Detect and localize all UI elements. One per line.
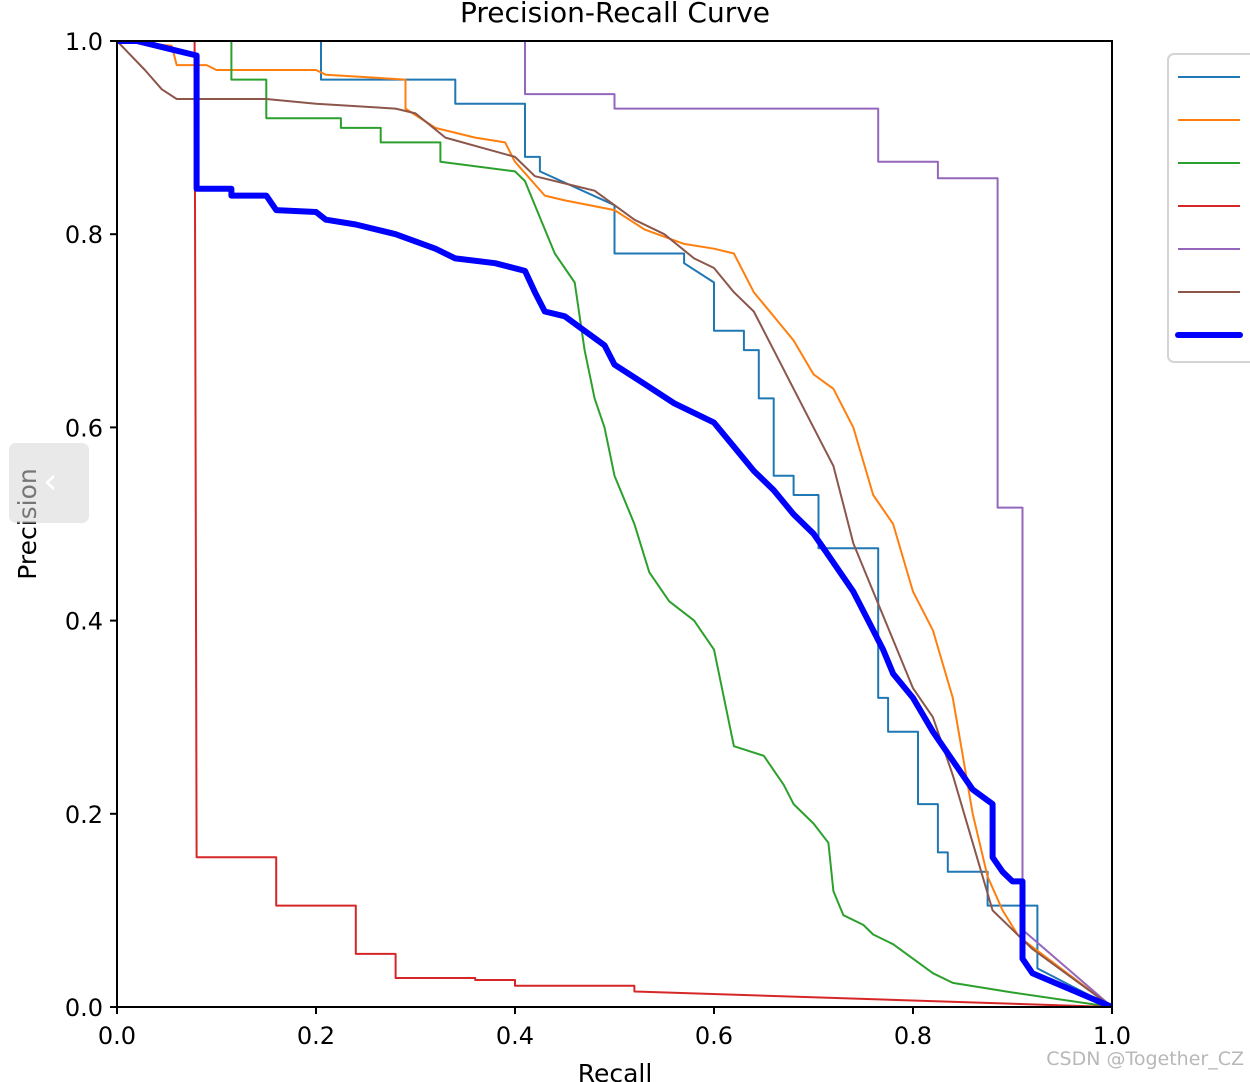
x-axis-ticks: 0.0 0.2 0.4 0.6 0.8 1.0: [98, 1007, 1131, 1050]
legend: [1167, 53, 1250, 363]
y-tick-label: 0.6: [65, 414, 103, 442]
pr-line-4: [193, 41, 1112, 1007]
sidebar-toggle-button[interactable]: ‹: [9, 443, 89, 523]
pr-line-3: [117, 41, 1112, 1007]
y-tick-label: 0.2: [65, 801, 103, 829]
x-tick-label: 0.6: [695, 1022, 733, 1050]
x-tick-label: 0.4: [496, 1022, 534, 1050]
legend-box: [1167, 53, 1250, 363]
x-tick-label: 1.0: [1093, 1022, 1131, 1050]
pr-line-5: [524, 41, 1112, 1007]
x-tick-label: 0.0: [98, 1022, 136, 1050]
x-tick-label: 0.8: [894, 1022, 932, 1050]
chart-title: Precision-Recall Curve: [460, 0, 770, 29]
series-layer: [117, 41, 1112, 1007]
pr-line-1: [117, 41, 1112, 1007]
pr-line-2: [117, 41, 1112, 1007]
pr-line-6: [117, 41, 1112, 1007]
y-tick-label: 1.0: [65, 28, 103, 56]
watermark: CSDN @Together_CZ: [1046, 1048, 1244, 1070]
chevron-left-icon: ‹: [43, 461, 58, 502]
pr-line-7: [117, 41, 1112, 1007]
plot-frame: [116, 40, 1113, 1008]
y-tick-label: 0.4: [65, 608, 103, 636]
x-tick-label: 0.2: [297, 1022, 335, 1050]
y-axis-ticks: 0.0 0.2 0.4 0.6 0.8 1.0: [65, 28, 117, 1022]
x-axis-label: Recall: [578, 1059, 653, 1082]
y-tick-label: 0.0: [65, 994, 103, 1022]
y-tick-label: 0.8: [65, 221, 103, 249]
